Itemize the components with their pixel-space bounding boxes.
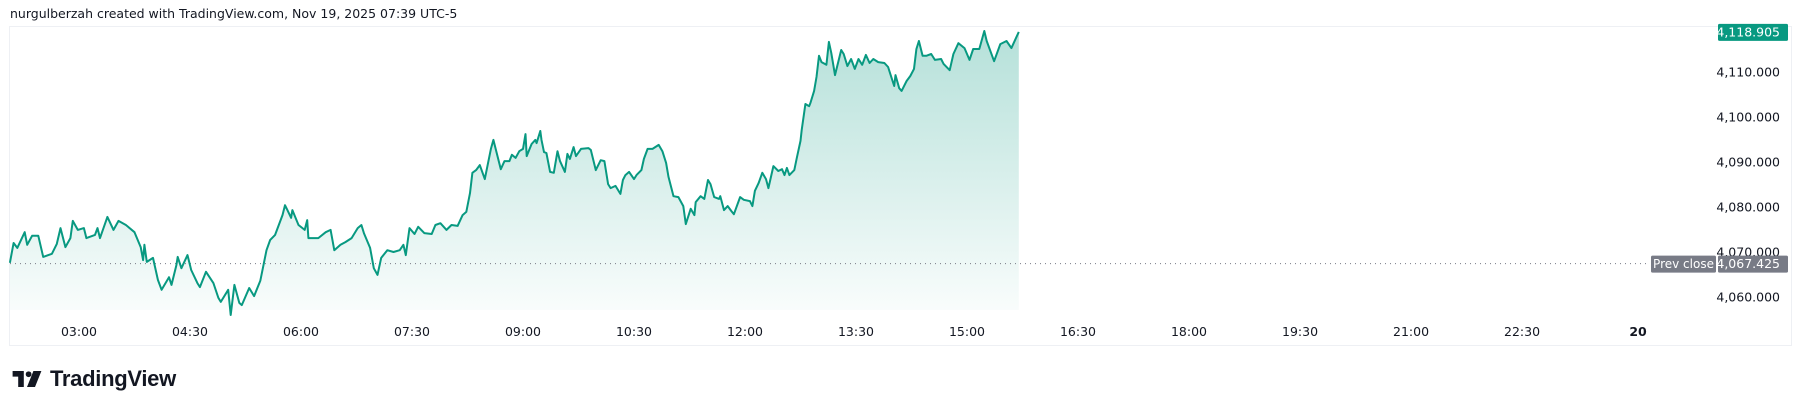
price-line	[8, 30, 1020, 316]
prev-close-value: 4,067.425	[1716, 256, 1780, 271]
y-tick-label: 4,110.000	[1716, 65, 1780, 80]
tradingview-logo[interactable]: TradingView	[12, 366, 176, 392]
x-tick-label: 07:30	[394, 324, 430, 339]
last-price-badge-bg	[1718, 23, 1788, 41]
x-tick-label: 09:00	[505, 324, 541, 339]
x-tick-label: 03:00	[61, 324, 97, 339]
x-tick-label: 13:30	[838, 324, 874, 339]
tradingview-logo-icon	[12, 371, 42, 387]
x-tick-label: 06:00	[283, 324, 319, 339]
y-tick-label: 4,080.000	[1716, 200, 1780, 215]
y-tick-label: 4,100.000	[1716, 110, 1780, 125]
prev-close-title-bg	[1651, 255, 1716, 273]
prev-close-title: Prev close	[1653, 257, 1714, 271]
x-tick-label: 12:00	[727, 324, 763, 339]
prev-close-badge: Prev close 4,067.425	[1651, 255, 1788, 273]
x-tick-label: 20	[1629, 324, 1647, 339]
x-tick-label: 10:30	[616, 324, 652, 339]
last-price-label: 4,118.905	[1716, 24, 1780, 39]
tradingview-logo-text: TradingView	[50, 366, 176, 391]
last-price-badge: 4,118.905	[1716, 23, 1788, 41]
x-tick-label: 15:00	[949, 324, 985, 339]
prev-close-value-bg	[1718, 255, 1788, 273]
area-fill	[9, 31, 1019, 315]
x-tick-label: 18:00	[1171, 324, 1207, 339]
x-tick-label: 19:30	[1282, 324, 1318, 339]
x-tick-label: 16:30	[1060, 324, 1096, 339]
y-tick-label: 4,060.000	[1716, 290, 1780, 305]
x-tick-label: 21:00	[1393, 324, 1429, 339]
chart-attribution: nurgulberzah created with TradingView.co…	[10, 6, 458, 21]
x-tick-label: 22:30	[1504, 324, 1540, 339]
x-tick-label: 04:30	[172, 324, 208, 339]
y-tick-label: 4,090.000	[1716, 155, 1780, 170]
chart-frame	[9, 26, 1792, 346]
